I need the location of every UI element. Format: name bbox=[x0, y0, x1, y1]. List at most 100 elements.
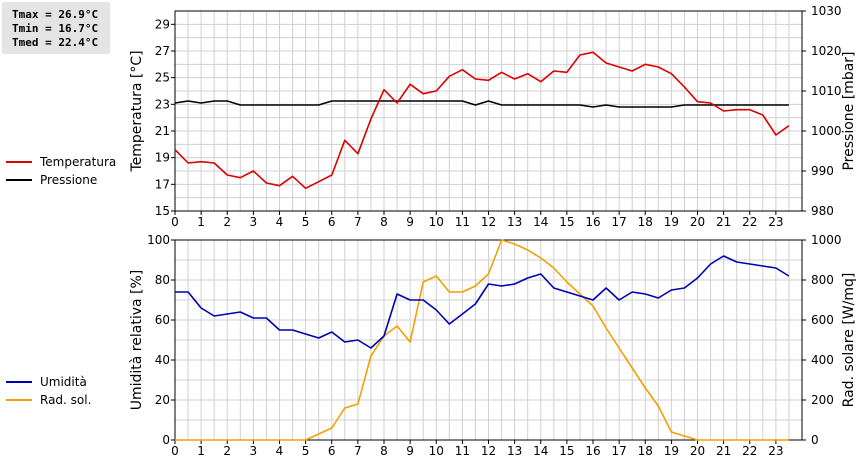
y-tick-label: 80 bbox=[155, 273, 170, 287]
y-tick-label: 21 bbox=[155, 124, 170, 138]
x-tick-label: 21 bbox=[716, 444, 731, 458]
x-tick-label: 8 bbox=[380, 215, 388, 229]
x-tick-label: 11 bbox=[455, 444, 470, 458]
x-tick-label: 19 bbox=[664, 444, 679, 458]
x-tick-label: 11 bbox=[455, 215, 470, 229]
y2-tick-label: 1000 bbox=[811, 233, 842, 247]
x-tick-label: 20 bbox=[690, 215, 705, 229]
x-tick-label: 2 bbox=[223, 444, 231, 458]
x-tick-label: 18 bbox=[638, 444, 653, 458]
series-line-rad-sol- bbox=[175, 239, 789, 441]
x-tick-label: 6 bbox=[328, 444, 336, 458]
y2-axis-label: Pressione [mbar] bbox=[841, 51, 857, 170]
tmax-text: Tmax = 26.9°C bbox=[12, 8, 99, 21]
y2-tick-label: 980 bbox=[811, 204, 834, 218]
x-tick-label: 4 bbox=[276, 215, 284, 229]
x-tick-label: 17 bbox=[611, 215, 626, 229]
x-tick-label: 5 bbox=[302, 215, 310, 229]
legend-item-radiation: Rad. sol. bbox=[6, 391, 91, 409]
x-tick-label: 23 bbox=[768, 215, 783, 229]
y-tick-label: 17 bbox=[155, 177, 170, 191]
y-tick-label: 15 bbox=[155, 204, 170, 218]
legend-label-radiation: Rad. sol. bbox=[40, 393, 92, 407]
series-line-pressione bbox=[174, 100, 789, 108]
y2-tick-label: 400 bbox=[811, 353, 834, 367]
x-tick-label: 10 bbox=[429, 215, 444, 229]
x-tick-label: 13 bbox=[507, 444, 522, 458]
y-tick-label: 19 bbox=[155, 151, 170, 165]
x-tick-label: 3 bbox=[250, 444, 258, 458]
x-tick-label: 16 bbox=[585, 444, 600, 458]
x-tick-label: 22 bbox=[742, 215, 757, 229]
legend-top: Temperatura Pressione bbox=[6, 153, 116, 189]
x-tick-label: 12 bbox=[481, 444, 496, 458]
x-tick-label: 20 bbox=[690, 444, 705, 458]
y2-tick-label: 1000 bbox=[811, 124, 842, 138]
x-tick-label: 8 bbox=[380, 444, 388, 458]
y2-tick-label: 1010 bbox=[811, 84, 842, 98]
x-tick-label: 10 bbox=[429, 444, 444, 458]
x-tick-label: 15 bbox=[559, 215, 574, 229]
y2-tick-label: 600 bbox=[811, 313, 834, 327]
y-tick-label: 29 bbox=[155, 17, 170, 31]
legend-item-temperature: Temperatura bbox=[6, 153, 116, 171]
x-tick-label: 1 bbox=[197, 444, 205, 458]
y2-tick-label: 0 bbox=[811, 433, 819, 447]
y2-axis-label: Rad. solare [W/mq] bbox=[841, 273, 857, 408]
legend-swatch-humidity bbox=[6, 381, 32, 383]
y-tick-label: 40 bbox=[155, 353, 170, 367]
y2-tick-label: 1030 bbox=[811, 4, 842, 18]
x-tick-label: 21 bbox=[716, 215, 731, 229]
series-line-umidit- bbox=[175, 255, 790, 349]
x-tick-label: 6 bbox=[328, 215, 336, 229]
y2-tick-label: 990 bbox=[811, 164, 834, 178]
x-tick-label: 7 bbox=[354, 444, 362, 458]
legend-item-humidity: Umidità bbox=[6, 373, 91, 391]
y-axis-label: Umidità relativa [%] bbox=[129, 270, 145, 411]
x-tick-label: 4 bbox=[276, 444, 284, 458]
legend-label-temperature: Temperatura bbox=[40, 155, 117, 169]
x-tick-label: 3 bbox=[250, 215, 258, 229]
x-tick-label: 2 bbox=[223, 215, 231, 229]
legend-swatch-pressure bbox=[6, 179, 32, 181]
y-tick-label: 27 bbox=[155, 44, 170, 58]
legend-swatch-temperature bbox=[6, 161, 32, 163]
y-tick-label: 60 bbox=[155, 313, 170, 327]
chart-1: 0 1 2 3 4 5 6 7 8 9 10 11 12 13 14 15 16 17 18 19 20 21 22 2302… bbox=[129, 233, 857, 458]
x-tick-label: 14 bbox=[533, 444, 548, 458]
legend-item-pressure: Pressione bbox=[6, 171, 116, 189]
y-tick-label: 25 bbox=[155, 71, 170, 85]
series-line-temperatura bbox=[174, 51, 790, 190]
x-tick-label: 1 bbox=[197, 215, 205, 229]
legend-label-humidity: Umidità bbox=[40, 375, 87, 389]
y2-tick-label: 200 bbox=[811, 393, 834, 407]
legend-label-pressure: Pressione bbox=[40, 173, 98, 187]
chart-0: 0 1 2 3 4 5 6 7 8 9 10 11 12 13 14 15 16 17 18 19 20 21 22 2315… bbox=[129, 4, 857, 229]
y-tick-label: 20 bbox=[155, 393, 170, 407]
x-tick-label: 9 bbox=[406, 444, 414, 458]
x-tick-label: 15 bbox=[559, 444, 574, 458]
y-tick-label: 0 bbox=[162, 433, 170, 447]
x-tick-label: 14 bbox=[533, 215, 548, 229]
x-tick-label: 0 bbox=[171, 215, 179, 229]
x-tick-label: 5 bbox=[302, 444, 310, 458]
y-tick-label: 100 bbox=[147, 233, 170, 247]
y2-tick-label: 800 bbox=[811, 273, 834, 287]
x-tick-label: 22 bbox=[742, 444, 757, 458]
tmin-text: Tmin = 16.7°C bbox=[12, 22, 99, 35]
x-tick-label: 12 bbox=[481, 215, 496, 229]
y-tick-label: 23 bbox=[155, 97, 170, 111]
stats-box: Tmax = 26.9°C Tmin = 16.7°C Tmed = 22.4°… bbox=[2, 2, 110, 54]
y-axis-label: Temperatura [°C] bbox=[129, 50, 145, 172]
x-tick-label: 7 bbox=[354, 215, 362, 229]
x-tick-label: 0 bbox=[171, 444, 179, 458]
x-tick-label: 23 bbox=[768, 444, 783, 458]
x-tick-label: 19 bbox=[664, 215, 679, 229]
legend-bottom: Umidità Rad. sol. bbox=[6, 373, 91, 409]
x-tick-label: 17 bbox=[611, 444, 626, 458]
tmed-text: Tmed = 22.4°C bbox=[12, 36, 99, 49]
x-tick-label: 18 bbox=[638, 215, 653, 229]
x-tick-label: 9 bbox=[406, 215, 414, 229]
x-tick-label: 16 bbox=[585, 215, 600, 229]
